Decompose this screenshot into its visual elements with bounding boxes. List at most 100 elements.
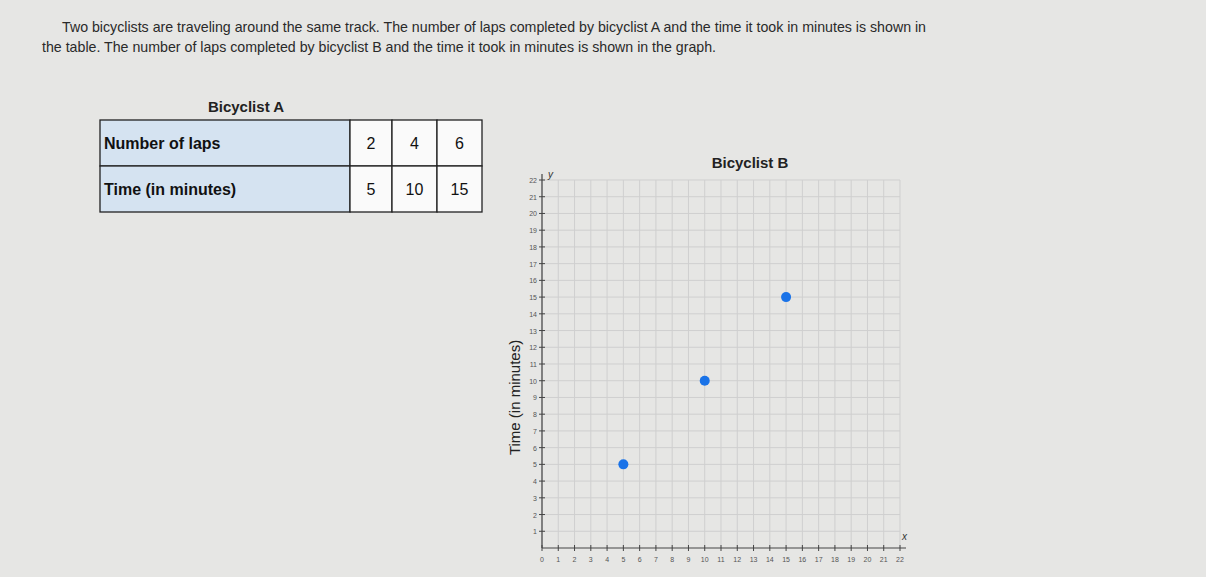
cell-value: 5	[367, 181, 376, 198]
y-tick-label: 4	[533, 478, 537, 485]
x-tick-label: 11	[717, 556, 724, 563]
x-tick	[867, 545, 868, 551]
y-tick	[539, 330, 545, 331]
table-cell	[392, 166, 437, 212]
cell-value: 15	[451, 181, 469, 198]
x-tick	[623, 545, 624, 551]
cell-value: 6	[455, 135, 464, 152]
y-grid-line	[542, 230, 900, 231]
x-tick	[737, 545, 738, 551]
x-tick-label: 20	[864, 556, 872, 563]
x-tick	[851, 545, 852, 551]
row-header: Time (in minutes)	[104, 181, 236, 198]
x-tick-label: 1	[556, 556, 560, 563]
y-grid-line	[542, 464, 900, 465]
table-cell	[350, 166, 392, 212]
x-tick-label: 18	[831, 556, 839, 563]
y-tick	[539, 414, 545, 415]
y-grid-line	[542, 280, 900, 281]
x-tick	[900, 545, 901, 551]
y-grid-line	[542, 246, 900, 247]
cell-value: 10	[406, 181, 424, 198]
x-tick	[655, 545, 656, 551]
x-tick-label: 17	[815, 556, 823, 563]
y-tick	[539, 246, 545, 247]
x-tick-label: 0	[540, 556, 544, 563]
y-grid-line	[542, 514, 900, 515]
y-tick-label: 3	[533, 495, 537, 502]
y-tick	[539, 514, 545, 515]
y-tick-label: 16	[529, 277, 537, 284]
x-tick-label: 6	[638, 556, 642, 563]
y-tick-label: 19	[529, 227, 537, 234]
y-tick	[539, 447, 545, 448]
x-tick-label: 5	[621, 556, 625, 563]
y-tick	[539, 497, 545, 498]
x-tick-label: 21	[880, 556, 888, 563]
point	[700, 376, 710, 386]
y-tick-label: 2	[533, 512, 537, 519]
x-tick-label: 2	[573, 556, 577, 563]
x-tick-label: 8	[670, 556, 674, 563]
x-tick-label: 19	[847, 556, 855, 563]
y-grid-line	[542, 263, 900, 264]
x-tick	[786, 545, 787, 551]
x-tick-label: 4	[605, 556, 609, 563]
x-tick	[558, 545, 559, 551]
y-grid-line	[542, 380, 900, 381]
y-grid-line	[542, 531, 900, 532]
x-tick-label: 15	[782, 556, 790, 563]
table-cell	[350, 120, 392, 166]
grid	[542, 180, 900, 548]
y-tick	[539, 280, 545, 281]
x-tick	[672, 545, 673, 551]
y-tick	[539, 430, 545, 431]
y-tick	[539, 180, 545, 181]
table-cell	[437, 166, 482, 212]
x-tick	[688, 545, 689, 551]
y-tick-label: 8	[533, 411, 537, 418]
table-cell	[392, 120, 437, 166]
points	[618, 292, 791, 469]
y-tick	[539, 380, 545, 381]
y-tick	[539, 464, 545, 465]
y-tick-label: 6	[533, 445, 537, 452]
y-grid-line	[542, 180, 900, 181]
y-grid-line	[542, 414, 900, 415]
y-tick-label: 9	[533, 394, 537, 401]
x-tick	[818, 545, 819, 551]
y-grid-line	[542, 447, 900, 448]
x-tick	[769, 545, 770, 551]
y-tick-label: 7	[533, 428, 537, 435]
y-grid-line	[542, 297, 900, 298]
x-tick	[802, 545, 803, 551]
x-tick	[639, 545, 640, 551]
y-grid-line	[542, 196, 900, 197]
y-tick	[539, 213, 545, 214]
x-tick	[704, 545, 705, 551]
table-cell	[100, 166, 350, 212]
y-tick-label: 17	[529, 261, 537, 268]
y-tick	[539, 347, 545, 348]
cell-value: 2	[367, 135, 376, 152]
x-tick-label: 13	[750, 556, 758, 563]
x-axis-name: x	[901, 531, 908, 542]
y-grid-line	[542, 330, 900, 331]
y-grid-line	[542, 481, 900, 482]
y-axis-label: Time (in minutes)	[506, 340, 523, 455]
x-tick-label: 3	[589, 556, 593, 563]
point	[781, 292, 791, 302]
row-header: Number of laps	[104, 135, 221, 152]
y-grid-line	[542, 364, 900, 365]
x-tick-label: 9	[687, 556, 691, 563]
y-tick	[539, 230, 545, 231]
x-tick	[753, 545, 754, 551]
y-tick-label: 5	[533, 461, 537, 468]
y-grid-line	[542, 430, 900, 431]
x-tick-label: 10	[701, 556, 709, 563]
y-tick	[539, 397, 545, 398]
y-tick-label: 21	[529, 194, 537, 201]
canvas: Two bicyclists are traveling around the …	[0, 0, 1206, 577]
y-tick-label: 22	[529, 177, 537, 184]
y-tick-label: 20	[529, 210, 537, 217]
